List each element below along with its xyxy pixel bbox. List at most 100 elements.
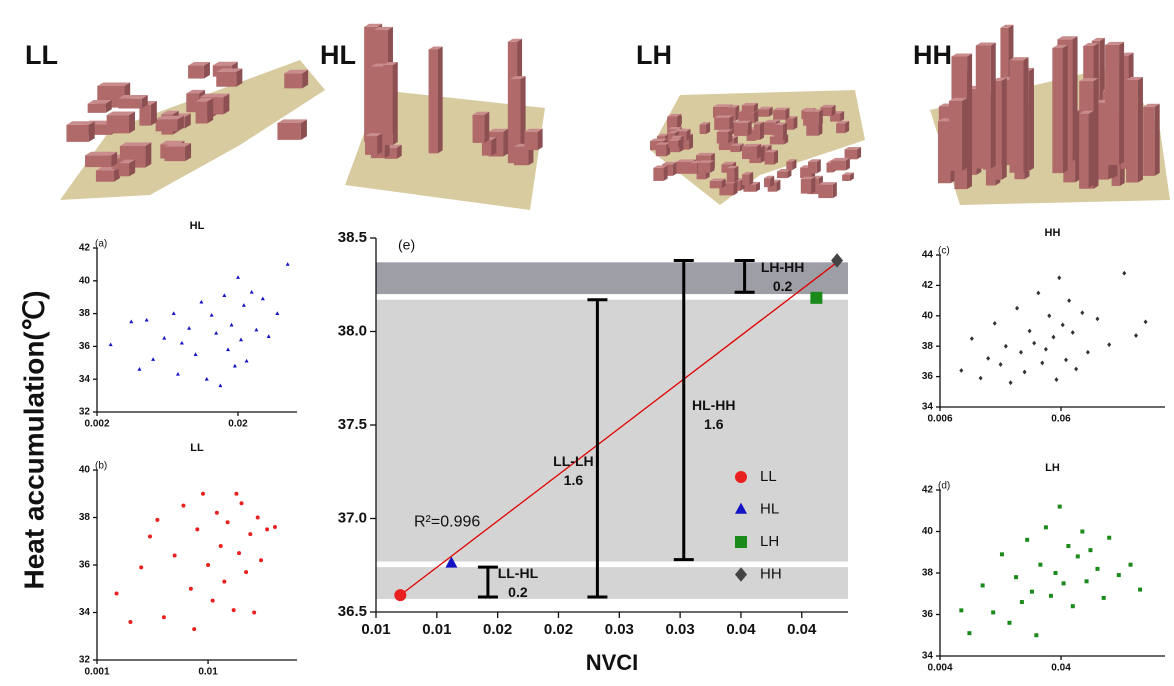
building — [1062, 44, 1068, 174]
building — [741, 105, 754, 113]
point — [155, 517, 160, 522]
building — [164, 143, 192, 147]
building — [764, 175, 775, 179]
point — [204, 376, 209, 381]
x-tick-label: 0.01 — [422, 621, 451, 638]
building — [373, 26, 393, 30]
building — [428, 46, 443, 50]
building — [967, 53, 973, 165]
point — [210, 598, 215, 603]
point — [137, 367, 142, 371]
building — [514, 146, 529, 166]
point — [144, 317, 149, 322]
building — [216, 71, 237, 87]
building — [726, 165, 739, 169]
y-tick-label: 38 — [922, 568, 934, 579]
point — [272, 525, 277, 529]
building — [524, 128, 543, 132]
point — [226, 347, 231, 352]
building — [1009, 60, 1024, 173]
fit-line — [399, 261, 838, 596]
building — [698, 162, 711, 173]
building-renders — [60, 23, 1170, 210]
building — [277, 122, 301, 140]
panel-label: (e) — [398, 237, 415, 253]
building — [216, 68, 243, 72]
building — [842, 174, 850, 181]
building — [300, 119, 307, 140]
building — [207, 97, 214, 124]
building — [507, 38, 523, 42]
point — [394, 589, 407, 602]
point — [1107, 535, 1112, 540]
y-tick-label: 38 — [922, 341, 934, 352]
point — [244, 358, 249, 363]
building — [728, 129, 733, 144]
point — [231, 608, 236, 613]
building — [97, 82, 131, 87]
point — [1018, 349, 1023, 355]
building — [1143, 106, 1155, 176]
point — [199, 299, 204, 304]
building — [845, 120, 850, 134]
building — [1079, 113, 1089, 188]
building — [747, 120, 752, 136]
building — [975, 42, 996, 46]
point — [1066, 544, 1071, 549]
point — [200, 491, 205, 496]
x-tick-label: 0.04 — [787, 621, 817, 638]
building — [1119, 41, 1125, 165]
building — [1105, 44, 1120, 165]
point — [959, 368, 964, 373]
building — [845, 157, 850, 171]
x-tick-label: 0.02 — [228, 419, 248, 430]
legend-marker — [735, 502, 747, 514]
point — [222, 293, 227, 297]
point — [1060, 322, 1065, 328]
point — [445, 556, 458, 568]
point — [1061, 581, 1066, 586]
point — [1040, 360, 1045, 366]
building — [472, 111, 490, 115]
legend-label: HH — [760, 565, 782, 582]
point — [1008, 380, 1013, 386]
point — [1101, 595, 1106, 600]
y-tick-label: 36 — [922, 371, 934, 382]
building — [524, 131, 538, 151]
building — [212, 61, 238, 66]
point — [209, 312, 214, 317]
building — [119, 163, 130, 177]
building — [383, 64, 393, 146]
building — [754, 110, 759, 124]
building — [818, 109, 823, 126]
x-tick-label: 0.01 — [361, 621, 390, 638]
point — [175, 371, 180, 376]
building — [537, 128, 543, 151]
y-tick-label: 38.0 — [338, 322, 367, 339]
y-tick-label: 34 — [922, 651, 934, 662]
point — [255, 515, 260, 520]
building — [759, 121, 764, 140]
building — [730, 143, 744, 146]
point — [1122, 270, 1127, 276]
y-tick-label: 36.5 — [338, 603, 367, 620]
chart-title: LH — [1045, 462, 1060, 474]
point — [1070, 330, 1075, 335]
legend-marker — [735, 471, 747, 483]
building — [676, 161, 692, 174]
building — [690, 163, 698, 174]
y-tick-label: 36 — [79, 341, 91, 352]
x-tick-label: 0.03 — [666, 621, 695, 638]
building — [975, 45, 991, 169]
y-tick-label: 42 — [79, 243, 91, 254]
building — [670, 135, 684, 139]
building — [667, 130, 679, 134]
building — [763, 122, 776, 135]
point — [1128, 562, 1133, 567]
building — [674, 128, 685, 132]
panel-label: (b) — [95, 461, 107, 472]
building — [679, 128, 691, 132]
y-tick-label: 36 — [922, 609, 934, 620]
point — [241, 303, 246, 307]
